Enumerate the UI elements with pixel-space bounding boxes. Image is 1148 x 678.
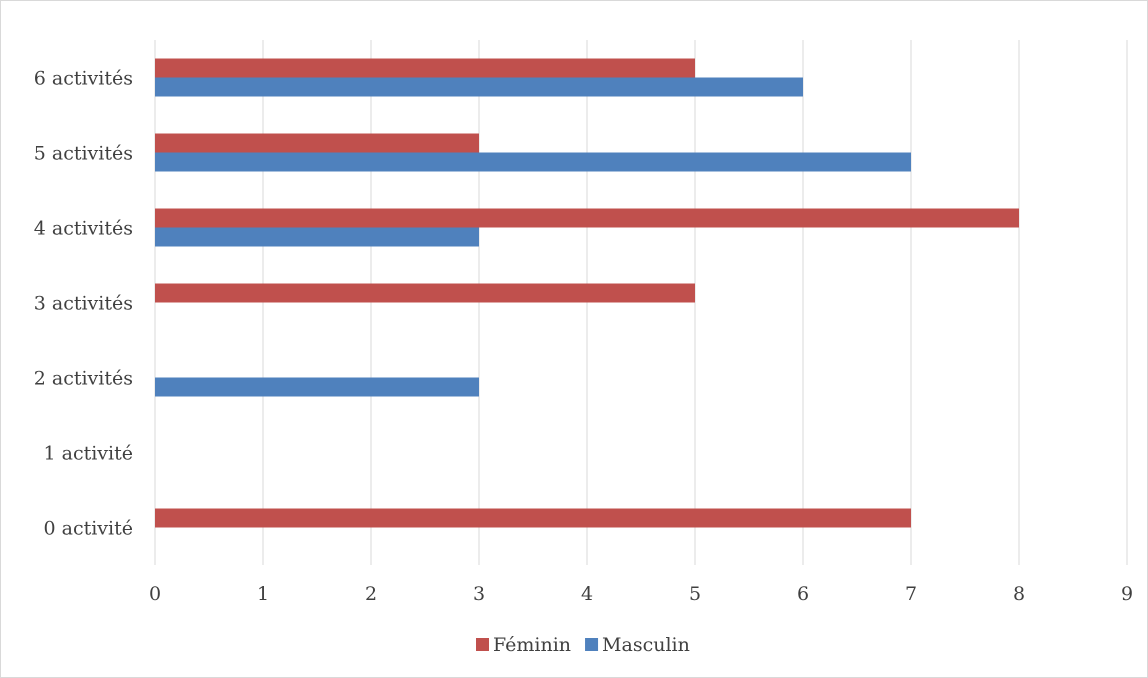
x-tick-label: 7	[905, 583, 917, 605]
x-tick-label: 5	[689, 583, 701, 605]
x-tick-label: 9	[1121, 583, 1133, 605]
y-category-label: 4 activités	[34, 218, 133, 240]
bar-masculin-5	[155, 152, 911, 172]
bar-masculin-4	[155, 227, 479, 247]
x-axis-labels: 0 1 2 3 4 5 6 7 8 9	[149, 583, 1133, 605]
x-tick-label: 1	[257, 583, 269, 605]
bar-masculin-6	[155, 77, 803, 97]
bar-feminin-3	[155, 283, 695, 303]
legend-swatch-masculin	[585, 638, 599, 651]
y-category-label: 1 activité	[44, 443, 134, 465]
x-tick-label: 4	[581, 583, 593, 605]
legend-swatch-feminin	[476, 638, 489, 651]
legend-label-masculin: Masculin	[602, 634, 690, 656]
x-tick-label: 8	[1013, 583, 1025, 605]
bars	[155, 58, 1019, 528]
y-category-label: 3 activités	[34, 293, 133, 315]
y-axis-labels: 0 activité 1 activité 2 activités 3 activit…	[34, 68, 133, 540]
y-category-label: 2 activités	[34, 368, 133, 390]
bar-feminin-0	[155, 508, 911, 528]
x-tick-label: 3	[473, 583, 485, 605]
y-category-label: 6 activités	[34, 68, 133, 90]
bar-masculin-2	[155, 377, 479, 397]
bar-feminin-4	[155, 208, 1019, 228]
bar-feminin-5	[155, 133, 479, 153]
legend: Féminin Masculin	[476, 634, 690, 656]
x-tick-label: 2	[365, 583, 377, 605]
x-tick-label: 0	[149, 583, 161, 605]
y-category-label: 5 activités	[34, 143, 133, 165]
legend-label-feminin: Féminin	[493, 634, 571, 656]
x-tick-label: 6	[797, 583, 809, 605]
y-category-label: 0 activité	[44, 518, 134, 540]
gridlines	[154, 40, 1128, 565]
bar-feminin-6	[155, 58, 695, 78]
